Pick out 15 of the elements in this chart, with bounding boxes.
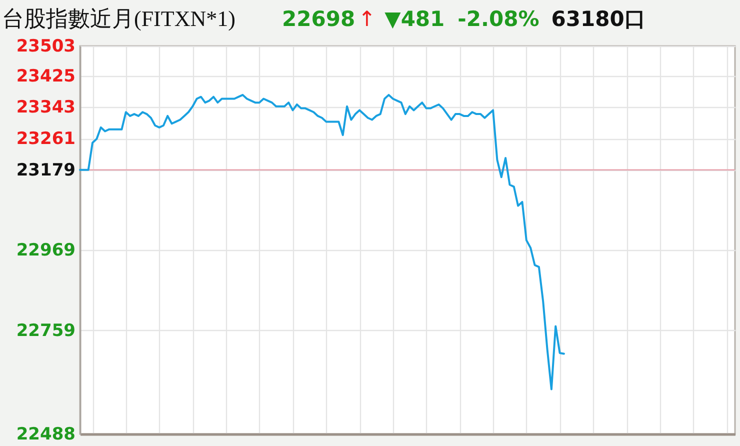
y-tick-label: 23425 [16,66,76,86]
y-tick-label: 23261 [16,129,76,150]
text: ▼481 [384,7,445,31]
y-tick-label: 22759 [16,320,76,341]
text: 22698 [282,7,356,31]
text: ↑ [358,7,376,31]
y-tick-label: 23343 [16,98,76,118]
y-tick-label: 23503 [16,36,76,56]
line-series [79,94,565,390]
text: 63180口 [551,6,646,33]
y-tick-label: 22488 [16,424,76,444]
y-tick-label: 22969 [16,240,76,261]
text: -2.08% [458,7,540,31]
y-tick-label: 23179 [16,160,76,180]
chart-title: 台股指數近月(FITXN*1) [2,5,236,33]
